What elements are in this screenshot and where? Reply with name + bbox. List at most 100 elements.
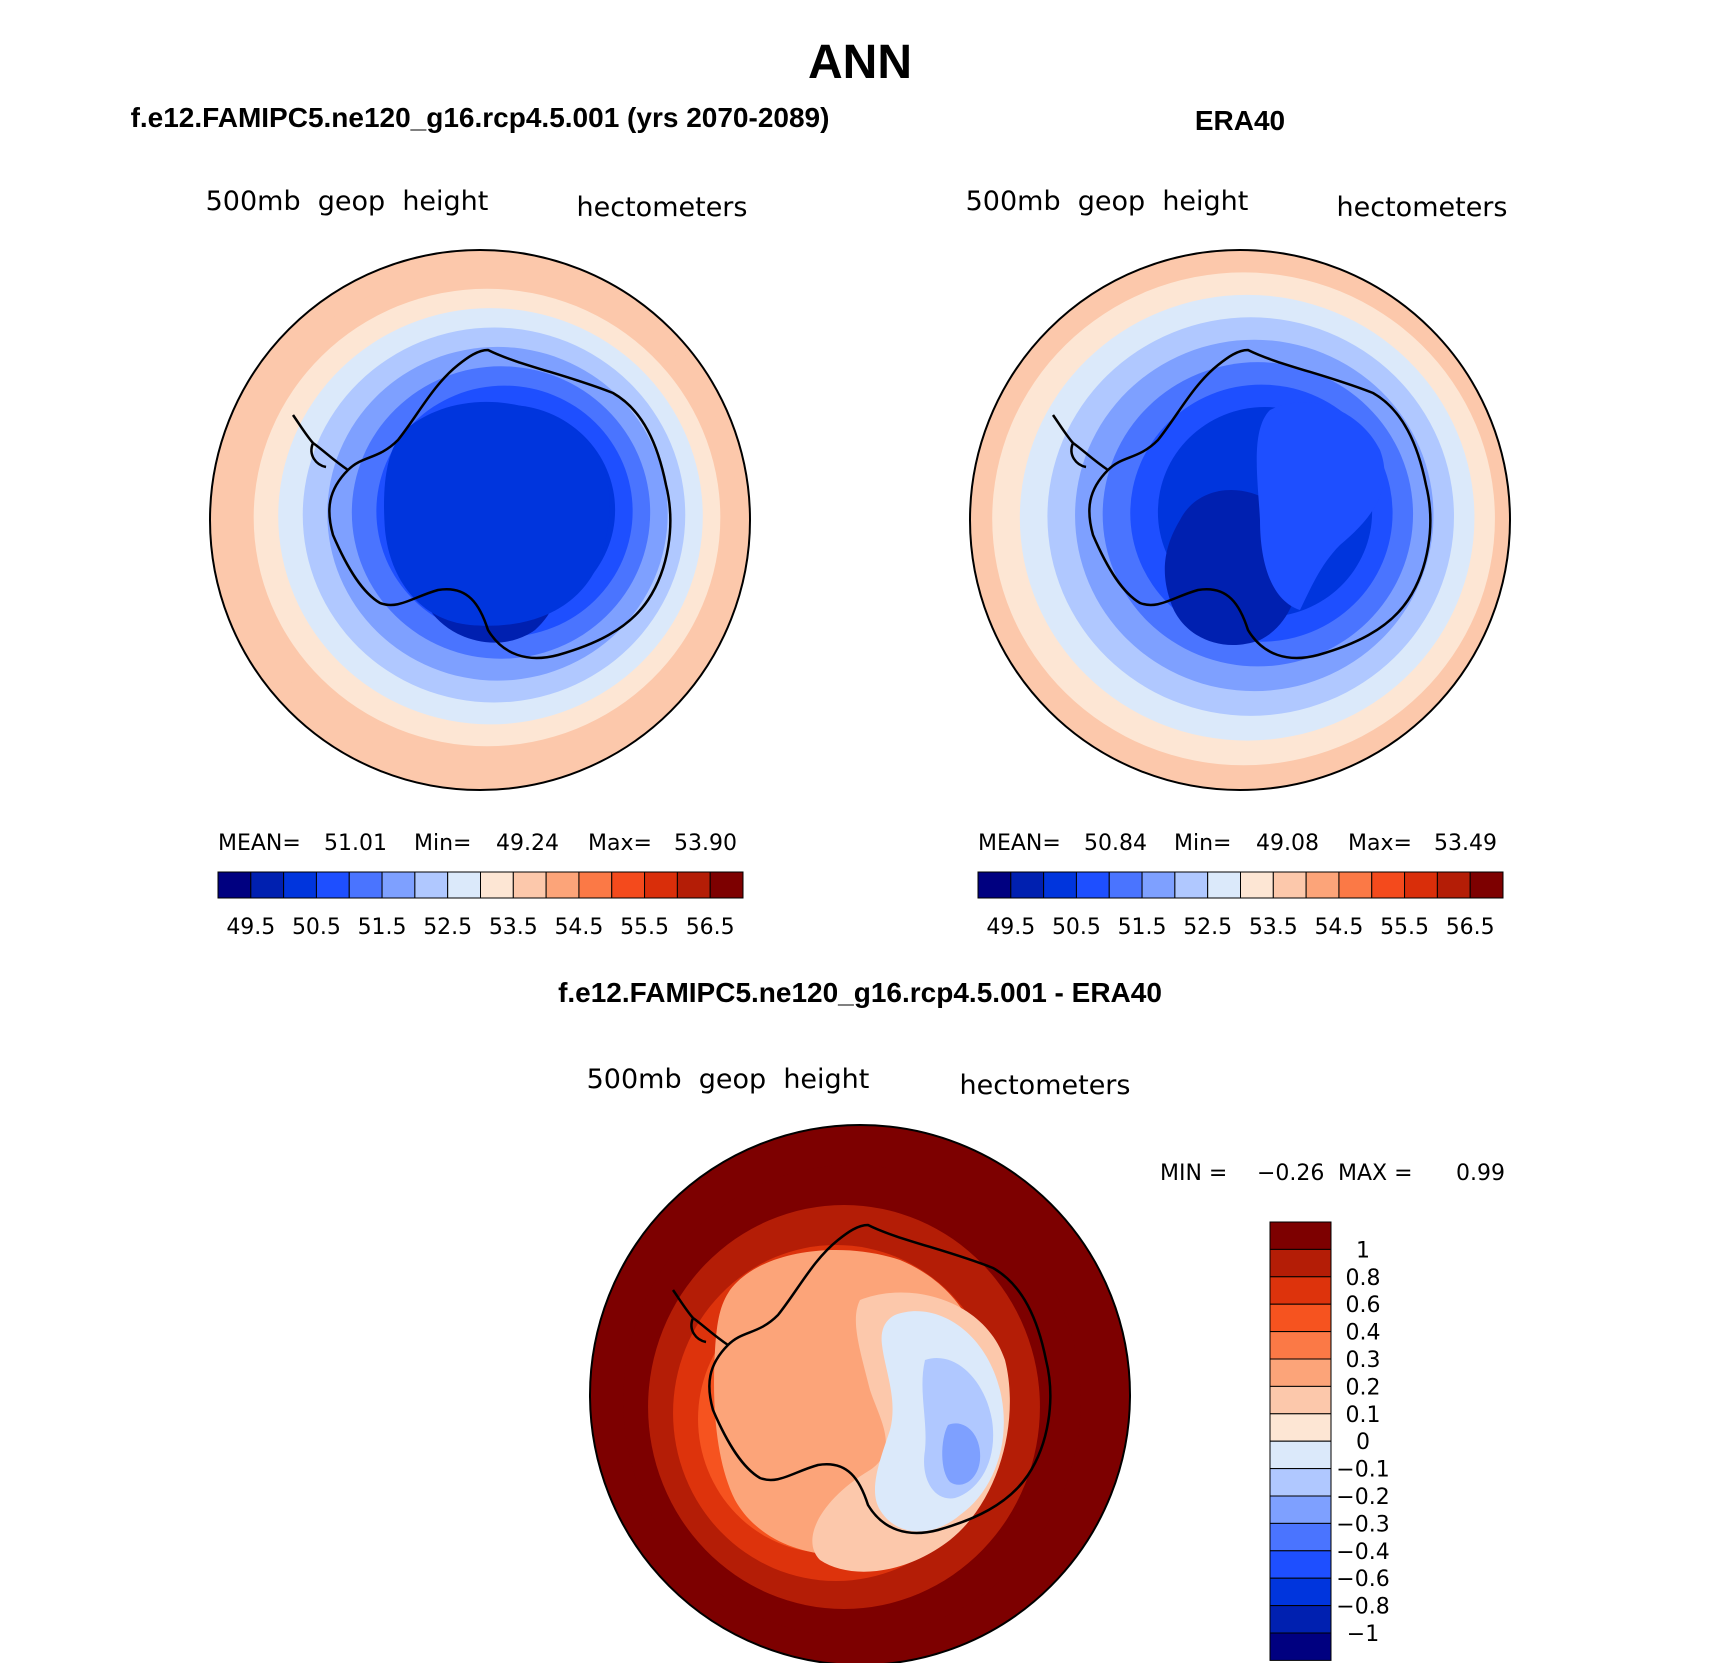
colorbar-swatch (1269, 1468, 1332, 1497)
colorbar-swatch (1269, 1221, 1332, 1250)
colorbar-swatch (1338, 871, 1373, 899)
panel-difference-colorbar (1269, 1221, 1332, 1661)
colorbar-tick-label: 56.5 (1446, 915, 1495, 940)
panel-obs-max-label: Max= (1348, 831, 1412, 856)
colorbar-swatch (709, 871, 744, 899)
colorbar-swatch (1371, 871, 1406, 899)
colorbar-swatch (1305, 871, 1340, 899)
panel-model-map-border (209, 249, 751, 791)
colorbar-swatch (1174, 871, 1209, 899)
colorbar-swatch (1269, 1385, 1332, 1415)
colorbar-swatch (1269, 1495, 1332, 1524)
panel-difference-colorbar-ticks: 1 0.80.6 0.40.30.2 0.10 −0.1−0.2−0.3 −0.4−0.6… (1336, 1238, 1389, 1647)
panel-model-colorbar-ticks: 49.5 50.5 51.5 52.5 53.5 54.5 55.5 56.5 (226, 915, 734, 940)
colorbar-swatch (1043, 871, 1077, 899)
colorbar-swatch (578, 871, 613, 899)
colorbar-swatch (250, 871, 285, 899)
panel-obs-ridge-contour (1256, 402, 1385, 610)
colorbar-tick-label: 0.4 (1346, 1321, 1381, 1346)
colorbar-tick-label: 0.2 (1346, 1375, 1381, 1400)
colorbar-swatch (1269, 1550, 1332, 1579)
panel-difference-min-label: MIN = (1160, 1161, 1227, 1186)
colorbar-swatch (414, 871, 449, 899)
panel-difference-case-label: f.e12.FAMIPC5.ne120_g16.rcp4.5.001 - ERA… (558, 977, 1162, 1008)
colorbar-tick-label: −1 (1347, 1622, 1379, 1647)
colorbar-swatch (1207, 871, 1241, 899)
colorbar-swatch (1469, 871, 1504, 899)
panel-model-min-value: 49.24 (496, 831, 559, 856)
colorbar-tick-label: −0.4 (1336, 1540, 1389, 1565)
colorbar-tick-label: 54.5 (1314, 915, 1363, 940)
colorbar-swatch (1269, 1248, 1332, 1278)
colorbar-swatch (1272, 871, 1307, 899)
panel-difference-map-border (589, 1124, 1131, 1663)
colorbar-tick-label: 53.5 (1249, 915, 1298, 940)
colorbar-swatch (1240, 871, 1274, 899)
colorbar-swatch (545, 871, 580, 899)
colorbar-swatch (348, 871, 383, 899)
colorbar-tick-label: 49.5 (226, 915, 275, 940)
colorbar-swatch (447, 871, 481, 899)
colorbar-swatch (1269, 1577, 1332, 1607)
panel-model-colorbar (217, 871, 744, 899)
colorbar-swatch (1108, 871, 1143, 899)
colorbar-swatch (381, 871, 416, 899)
panel-model-mean-value: 51.01 (324, 831, 387, 856)
colorbar-swatch (480, 871, 514, 899)
colorbar-swatch (611, 871, 646, 899)
panel-obs-map-border (969, 249, 1511, 791)
panel-model-units-label: hectometers (577, 192, 748, 223)
panel-obs-case-label: ERA40 (1195, 105, 1285, 136)
colorbar-swatch (1269, 1440, 1332, 1470)
panel-model-min-label: Min= (414, 831, 471, 856)
panel-obs-colorbar-ticks: 49.5 50.5 51.5 52.5 53.5 54.5 55.5 56.5 (986, 915, 1494, 940)
panel-difference-max-label: MAX = (1338, 1161, 1413, 1186)
panel-obs-mean-value: 50.84 (1084, 831, 1147, 856)
panel-difference-stats: MIN = −0.26 MAX = 0.99 (1160, 1161, 1505, 1186)
colorbar-tick-label: 55.5 (620, 915, 669, 940)
colorbar-swatch (1436, 871, 1471, 899)
panel-model-variable-label: 500mb geop height (206, 186, 489, 217)
colorbar-tick-label: −0.2 (1336, 1485, 1389, 1510)
colorbar-swatch (283, 871, 317, 899)
colorbar-tick-label: 54.5 (554, 915, 603, 940)
panel-difference-variable-label: 500mb geop height (587, 1064, 870, 1095)
panel-obs-variable-label: 500mb geop height (966, 186, 1249, 217)
colorbar-swatch (1269, 1632, 1332, 1661)
colorbar-swatch (1010, 871, 1045, 899)
colorbar-swatch (1269, 1413, 1332, 1442)
colorbar-swatch (1269, 1358, 1332, 1387)
panel-obs-stats: MEAN= 50.84 Min= 49.08 Max= 53.49 (978, 831, 1497, 856)
colorbar-swatch (1141, 871, 1176, 899)
panel-model-case-label: f.e12.FAMIPC5.ne120_g16.rcp4.5.001 (yrs … (131, 102, 830, 133)
panel-model-contours (384, 401, 610, 643)
panel-obs-min-value: 49.08 (1256, 831, 1319, 856)
panel-obs-map (970, 250, 1510, 790)
colorbar-swatch (315, 871, 350, 899)
panel-model-max-label: Max= (588, 831, 652, 856)
colorbar-swatch (1075, 871, 1110, 899)
panel-model-map (210, 250, 750, 790)
colorbar-tick-label: 50.5 (292, 915, 341, 940)
panel-obs-contours (1164, 402, 1385, 646)
panel-difference-min-value: −0.26 (1257, 1161, 1324, 1186)
panel-difference: f.e12.FAMIPC5.ne120_g16.rcp4.5.001 - ERA… (558, 977, 1505, 1663)
colorbar-tick-label: −0.8 (1336, 1595, 1389, 1620)
colorbar-swatch (644, 871, 678, 899)
colorbar-swatch (676, 871, 711, 899)
colorbar-tick-label: −0.1 (1336, 1458, 1389, 1483)
panel-model-stats: MEAN= 51.01 Min= 49.24 Max= 53.90 (218, 831, 737, 856)
colorbar-swatch (1269, 1276, 1332, 1305)
panel-model-max-value: 53.90 (674, 831, 737, 856)
colorbar-tick-label: −0.6 (1336, 1567, 1389, 1592)
panel-difference-minimum-contour (942, 1423, 981, 1485)
panel-obs-max-value: 53.49 (1434, 831, 1497, 856)
colorbar-swatch (1269, 1605, 1332, 1634)
colorbar-tick-label: 52.5 (423, 915, 472, 940)
panel-obs-units-label: hectometers (1337, 192, 1508, 223)
colorbar-tick-label: 0.1 (1346, 1403, 1381, 1428)
colorbar-swatch (1404, 871, 1438, 899)
panel-difference-units-label: hectometers (960, 1070, 1131, 1101)
colorbar-swatch (1269, 1522, 1332, 1552)
